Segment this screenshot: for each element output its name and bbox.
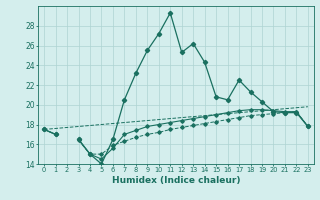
X-axis label: Humidex (Indice chaleur): Humidex (Indice chaleur): [112, 176, 240, 185]
